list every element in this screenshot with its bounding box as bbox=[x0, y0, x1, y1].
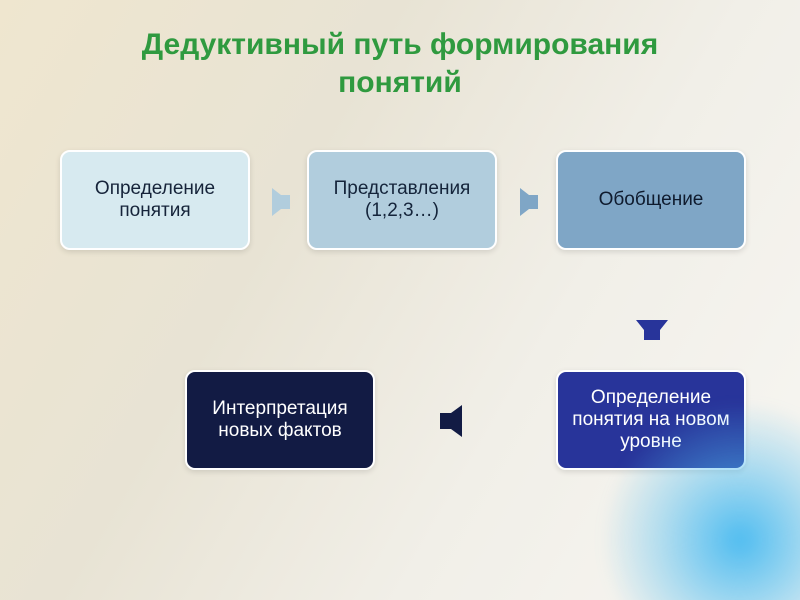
node-text: Обобщение bbox=[599, 189, 704, 211]
node-text: понятия bbox=[119, 200, 190, 222]
node-text: Определение bbox=[95, 178, 215, 200]
page-title: Дедуктивный путь формирования понятий bbox=[0, 0, 800, 101]
node-text: Интерпретация bbox=[212, 398, 347, 420]
node-text: (1,2,3…) bbox=[365, 200, 439, 222]
decorative-glow bbox=[600, 400, 800, 600]
arrow-right-icon bbox=[520, 188, 538, 216]
arrow-left-icon bbox=[440, 405, 462, 437]
arrow-right-icon bbox=[272, 188, 290, 216]
title-line-1: Дедуктивный путь формирования bbox=[142, 28, 658, 61]
flow-node-definition: Определение понятия bbox=[60, 150, 250, 250]
title-line-2: понятий bbox=[338, 66, 462, 99]
node-text: Представления bbox=[334, 178, 471, 200]
node-text: новых фактов bbox=[218, 420, 341, 442]
arrow-down-icon bbox=[636, 320, 668, 340]
flow-node-generalization: Обобщение bbox=[556, 150, 746, 250]
flow-node-representations: Представления (1,2,3…) bbox=[307, 150, 497, 250]
flow-node-interpretation: Интерпретация новых фактов bbox=[185, 370, 375, 470]
